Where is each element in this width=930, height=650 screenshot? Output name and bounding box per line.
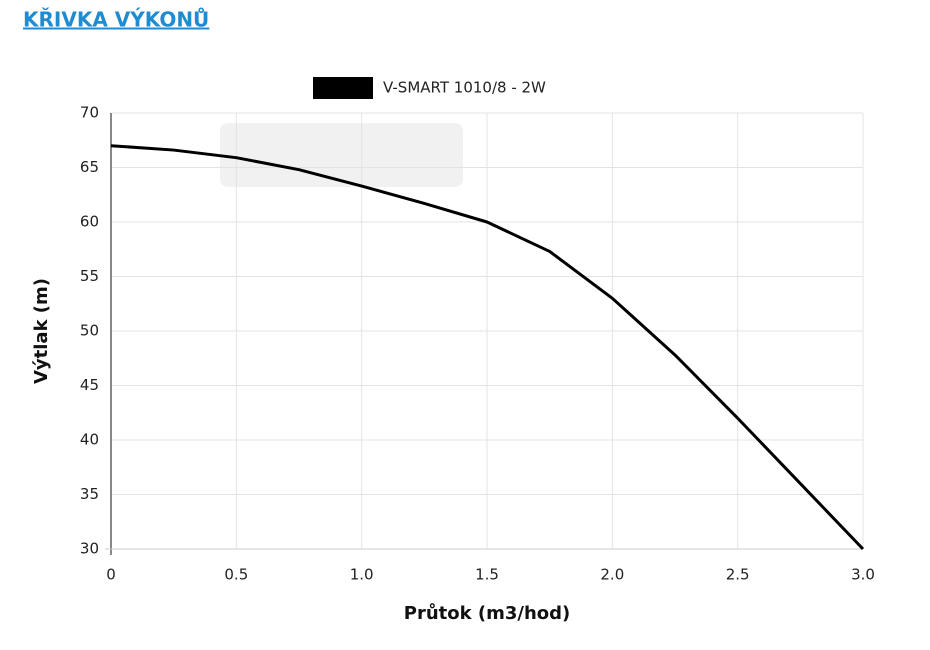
y-tick-label: 50 xyxy=(80,322,99,340)
y-tick-label: 30 xyxy=(80,540,99,558)
y-axis-title: Výtlak (m) xyxy=(31,278,52,384)
legend-label: V-SMART 1010/8 - 2W xyxy=(383,79,546,97)
line-series xyxy=(110,144,865,551)
x-tick-label: 0 xyxy=(106,566,116,584)
y-tick-label: 65 xyxy=(80,158,99,176)
tooltip-ghost xyxy=(220,123,463,187)
y-tick-label: 60 xyxy=(80,213,99,231)
y-tick-label: 40 xyxy=(80,431,99,449)
x-tick-label: 1.5 xyxy=(475,566,499,584)
x-tick-label: 2.0 xyxy=(600,566,624,584)
legend-swatch xyxy=(313,77,373,99)
y-tick-label: 45 xyxy=(80,376,99,394)
y-tick-label: 55 xyxy=(80,267,99,285)
x-tick-label: 2.5 xyxy=(726,566,750,584)
x-tick-label: 0.5 xyxy=(224,566,248,584)
x-tick-label: 1.0 xyxy=(350,566,374,584)
y-tick-label: 70 xyxy=(80,104,99,122)
x-axis-title: Průtok (m3/hod) xyxy=(404,602,570,624)
y-tick-label: 35 xyxy=(80,485,99,503)
section-link[interactable]: KŘIVKA VÝKONŮ xyxy=(23,8,209,32)
x-tick-label: 3.0 xyxy=(851,566,875,584)
